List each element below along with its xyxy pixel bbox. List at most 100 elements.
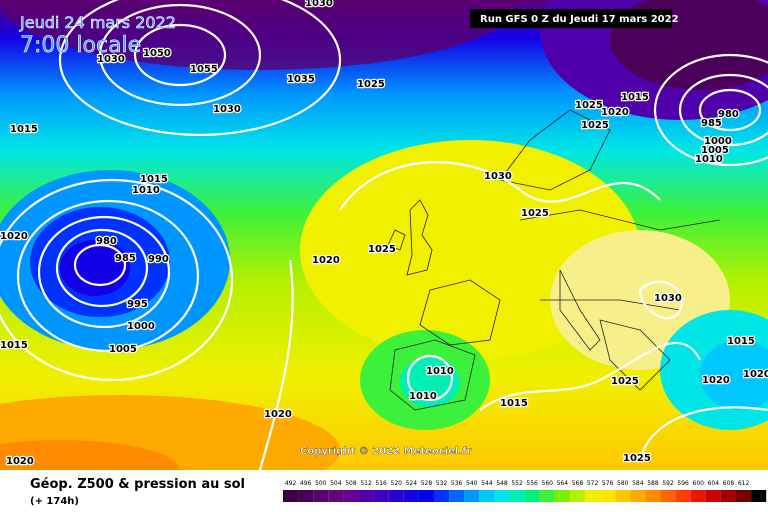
isobar-label: 1015 <box>727 336 755 347</box>
scale-label: 540 <box>466 480 478 487</box>
isobar-label: 1015 <box>500 398 528 409</box>
scale-swatch <box>434 490 450 502</box>
isobar-label: 980 <box>96 236 117 247</box>
scale-swatch <box>539 490 555 502</box>
isobar-label: 1030 <box>213 104 241 115</box>
scale-label: 544 <box>481 480 493 487</box>
scale-swatch <box>388 490 404 502</box>
isobar-label: 1020 <box>743 369 768 380</box>
isobar-label: 985 <box>701 118 722 129</box>
scale-label: 500 <box>315 480 327 487</box>
scale-label: 568 <box>572 480 584 487</box>
scale-label: 504 <box>330 480 342 487</box>
scale-swatch <box>449 490 465 502</box>
isobar-label: 1025 <box>623 453 651 464</box>
isobar-label: 1025 <box>357 79 385 90</box>
scale-swatch <box>569 490 585 502</box>
isobar-label: 1010 <box>426 366 454 377</box>
isobar-label: 1010 <box>409 391 437 402</box>
scale-label: 508 <box>345 480 357 487</box>
scale-label: 520 <box>391 480 403 487</box>
scale-label: 596 <box>677 480 689 487</box>
isobar-label: 1000 <box>127 321 155 332</box>
scale-swatch <box>403 490 419 502</box>
scale-label: 512 <box>360 480 372 487</box>
isobar-label: 1020 <box>0 231 28 242</box>
scale-swatch <box>373 490 389 502</box>
isobar-label: 980 <box>718 109 739 120</box>
scale-label: 564 <box>557 480 569 487</box>
scale-label: 592 <box>662 480 674 487</box>
run-label: Run GFS 0 Z du Jeudi 17 mars 2022 <box>480 14 679 25</box>
scale-label: 492 <box>285 480 297 487</box>
isobar-label: 1010 <box>132 185 160 196</box>
isobar-label: 1030 <box>484 171 512 182</box>
scale-swatch <box>343 490 359 502</box>
isobar-label: 1030 <box>97 54 125 65</box>
legend-title: Géop. Z500 & pression au sol <box>30 477 245 492</box>
scale-swatch <box>690 490 706 502</box>
isobar-label: 1025 <box>611 376 639 387</box>
isobar-label: 1055 <box>190 64 218 75</box>
scale-swatch <box>313 490 329 502</box>
isobar-label: 1020 <box>601 107 629 118</box>
isobar-label: 1050 <box>143 48 171 59</box>
scale-swatch <box>524 490 540 502</box>
scale-label: 548 <box>496 480 508 487</box>
scale-swatch <box>328 490 344 502</box>
scale-label: 612 <box>738 480 750 487</box>
scale-swatch <box>720 490 736 502</box>
scale-swatch <box>494 490 510 502</box>
isobar-label: 1020 <box>312 255 340 266</box>
isobar-label: 995 <box>127 299 148 310</box>
date-label: Jeudi 24 mars 2022 <box>19 13 176 32</box>
isobar-label: 1025 <box>575 100 603 111</box>
scale-swatch <box>615 490 631 502</box>
isobar-label: 1025 <box>581 120 609 131</box>
scale-label: 552 <box>511 480 523 487</box>
scale-label: 608 <box>723 480 735 487</box>
scale-swatch <box>464 490 480 502</box>
scale-label: 496 <box>300 480 312 487</box>
scale-label: 584 <box>632 480 644 487</box>
scale-label: 528 <box>421 480 433 487</box>
isobar-label: 1015 <box>10 124 38 135</box>
scale-label: 580 <box>617 480 629 487</box>
scale-label: 532 <box>436 480 448 487</box>
scale-swatch <box>479 490 495 502</box>
isobar-label: 1035 <box>287 74 315 85</box>
isobar-label: 1015 <box>0 340 28 351</box>
isobar-label: 1015 <box>621 92 649 103</box>
isobar-label: 1020 <box>264 409 292 420</box>
scale-swatch <box>675 490 691 502</box>
legend-subtitle: (+ 174h) <box>30 496 79 507</box>
scale-label: 572 <box>587 480 599 487</box>
scale-label: 588 <box>647 480 659 487</box>
isobar-labels: 1030 1050 1030 1055 1035 1025 1030 1015 1015 1010… <box>0 0 768 468</box>
scale-swatch <box>283 490 299 502</box>
scale-label: 516 <box>375 480 387 487</box>
scale-label: 576 <box>602 480 614 487</box>
isobar-label: 1010 <box>695 154 723 165</box>
isobar-label: 1030 <box>654 293 682 304</box>
scale-swatch <box>630 490 646 502</box>
isobar-label: 1025 <box>368 244 396 255</box>
isobar-label: 1005 <box>109 344 137 355</box>
scale-swatch <box>509 490 525 502</box>
scale-swatch <box>298 490 314 502</box>
scale-label: 556 <box>526 480 538 487</box>
copyright: Copyright © 2022 Meteociel.fr <box>300 446 471 457</box>
isobar-label: 1030 <box>305 0 333 9</box>
isobar-label: 1020 <box>6 456 34 467</box>
run-box <box>470 9 672 28</box>
scale-swatch <box>600 490 616 502</box>
isobar-label: 1005 <box>701 145 729 156</box>
scale-label: 600 <box>693 480 705 487</box>
time-label: 7:00 locale <box>20 33 141 58</box>
coastlines <box>387 109 721 411</box>
scale-label: 536 <box>451 480 463 487</box>
isobar-lines <box>0 0 768 470</box>
scale-swatch <box>645 490 661 502</box>
scale-swatch <box>705 490 721 502</box>
